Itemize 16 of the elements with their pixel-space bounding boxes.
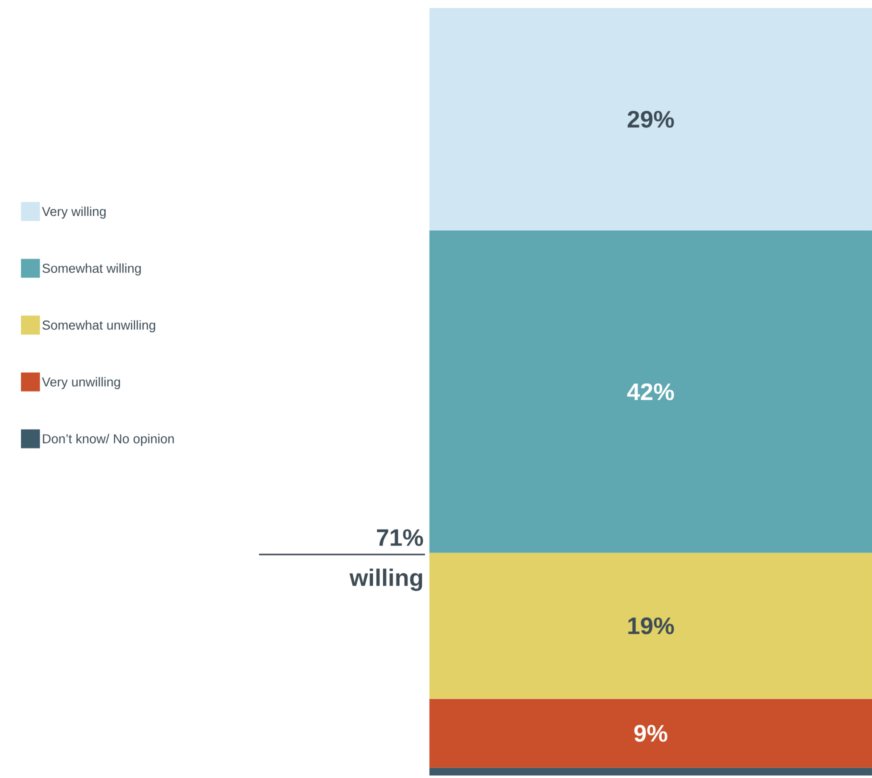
bar <box>429 8 872 231</box>
bar <box>429 699 872 768</box>
bar <box>429 230 872 554</box>
data-label: 9% <box>634 725 668 742</box>
legend-label: Somewhat willing <box>42 264 141 276</box>
legend-label: Very willing <box>42 206 106 219</box>
bar <box>429 553 872 699</box>
data-label: 42% <box>627 384 674 400</box>
legend-label: Don’t know/ No opinion <box>42 434 174 446</box>
text: 71% <box>377 529 424 546</box>
data-label: 19% <box>628 618 674 635</box>
bar <box>429 768 872 776</box>
data-label: 29% <box>628 111 674 128</box>
text: willing <box>349 568 422 592</box>
legend-label: Somewhat unwilling <box>42 320 156 332</box>
legend-label: Very unwilling <box>42 377 120 390</box>
